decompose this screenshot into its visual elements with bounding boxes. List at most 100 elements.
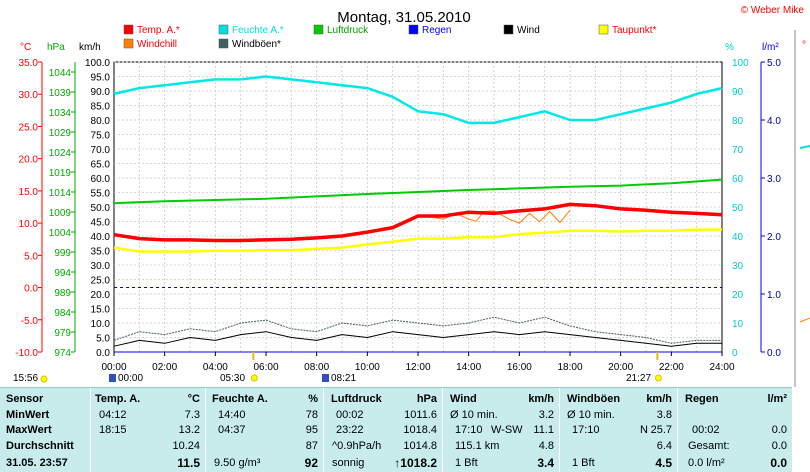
stats-humidity-current: 92	[304, 456, 318, 470]
sunrise-label: 05:30	[220, 373, 245, 384]
hpa-tick-label: 994	[54, 268, 71, 279]
stats-gusts-unit: km/h	[646, 393, 672, 405]
legend-label: Taupunkt*	[612, 25, 657, 36]
stats-rain-header: Regen	[685, 393, 719, 405]
stats-humidity-max: 95	[305, 424, 318, 436]
kmh-tick-label: 25.0	[91, 276, 111, 287]
stats-gusts-avg: 3.8	[656, 409, 672, 421]
stats-wind-beaufort: 1 Bft	[455, 457, 478, 469]
legend-label: Windchill	[137, 39, 177, 50]
statistics-panel: Sensor MinWert MaxWert Durchschnitt 31.0…	[0, 387, 792, 472]
hpa-tick-label: 989	[54, 288, 71, 299]
stats-humidity-unit: %	[308, 393, 318, 405]
hpa-tick-label: 1024	[49, 148, 72, 159]
time-tick-label: 04:00	[203, 362, 228, 373]
stats-pressure-min-time: 00:02	[336, 409, 364, 421]
kmh-tick-label: 100.0	[85, 58, 110, 69]
hpa-tick-label: 1019	[49, 168, 72, 179]
sunset-icon	[654, 374, 662, 382]
hpa-tick-label: 1029	[49, 128, 72, 139]
stats-gusts-day-avg: 6.4	[656, 440, 672, 452]
stats-pressure-column: Luftdruck hPa 00:02 1011.6 23:22 1018.4 …	[323, 388, 443, 472]
hpa-tick-label: 974	[54, 348, 71, 359]
stats-temp-max-time: 18:15	[99, 424, 127, 436]
stats-pressure-max: 1018.4	[403, 424, 437, 436]
hpa-tick-label: 1039	[49, 88, 72, 99]
kmh-tick-label: 75.0	[91, 131, 111, 142]
kmh-tick-label: 95.0	[91, 73, 111, 84]
stats-humidity-abs: 9.50 g/m³	[214, 457, 261, 469]
stats-sensor-column: Sensor MinWert MaxWert Durchschnitt 31.0…	[0, 388, 90, 472]
hpa-unit-label: hPa	[47, 42, 65, 53]
temp-tick-label: 25.0	[19, 122, 39, 133]
stats-gusts-header: Windböen	[567, 393, 621, 405]
legend-label: Temp. A.*	[137, 25, 180, 36]
weather-chart: °C hPa km/h% l/m² 35.0 30.0 25.0 20.0 15.0 10.0 5.…	[13, 5, 810, 387]
kmh-tick-label: 40.0	[91, 232, 111, 243]
series-line-pressure	[113, 178, 723, 205]
rain-tick-label: 5.0	[767, 58, 781, 69]
stats-wind-unit: km/h	[528, 393, 554, 405]
time-tick-label: 24:00	[709, 362, 734, 373]
kmh-tick-label: 0.0	[96, 348, 110, 359]
sunset-label: 21:27	[626, 373, 651, 384]
pct-tick-label: 30	[732, 261, 744, 272]
stats-pressure-avg: 1014.8	[403, 440, 437, 452]
kmh-tick-label: 70.0	[91, 145, 111, 156]
hpa-tick-label: 1034	[49, 108, 72, 119]
moonset-label: 08:21	[331, 373, 356, 384]
edge-windchill-stub	[799, 317, 810, 323]
stats-temp-current: 11.5	[177, 456, 200, 470]
stats-wind-max: 11.1	[533, 424, 554, 436]
legend-swatch	[408, 24, 419, 35]
series-line-dewpoint	[113, 228, 722, 253]
time-tick-label: 08:00	[304, 362, 329, 373]
stats-humidity-min: 78	[305, 409, 318, 421]
rain-tick-label: 2.0	[767, 232, 781, 243]
stats-gusts-max: 25.7	[650, 424, 672, 436]
stats-pressure-trend: ^0.9hPa/h	[332, 440, 382, 452]
hpa-tick-label: 979	[54, 328, 71, 339]
stats-humidity-avg: 87	[305, 440, 318, 452]
pct-tick-label: 10	[732, 319, 744, 330]
pct-unit-label: %	[725, 42, 734, 53]
legend-swatch	[123, 38, 134, 49]
stats-temp-avg: 10.24	[172, 440, 200, 452]
stats-rain-unit: l/m²	[767, 393, 787, 405]
legend-swatch	[218, 24, 229, 35]
stats-header-sensor: Sensor	[6, 393, 44, 405]
edge-humidity-stub	[799, 145, 810, 149]
kmh-tick-label: 65.0	[91, 160, 111, 171]
stats-wind-max-time: 17:10	[455, 424, 483, 436]
hpa-tick-label: 1009	[49, 208, 72, 219]
pct-tick-label: 100	[732, 58, 749, 69]
temp-tick-label: 10.0	[19, 219, 39, 230]
series-line-temperature	[113, 202, 723, 243]
legend-label: Wind	[517, 25, 540, 36]
stats-pressure-min: 1011.6	[404, 409, 437, 421]
stats-wind-distance: 115.1 km	[455, 440, 500, 452]
sunrise-icon	[250, 374, 258, 382]
legend-label: Feuchte A.*	[232, 25, 284, 36]
stats-wind-avg-label: Ø 10 min.	[450, 409, 498, 421]
temp-tick-label: 5.0	[24, 251, 38, 262]
kmh-tick-label: 15.0	[91, 305, 111, 316]
stats-pressure-current: ↑1018.2	[394, 456, 437, 470]
kmh-tick-label: 10.0	[91, 319, 111, 330]
stats-humidity-min-time: 14:40	[218, 409, 246, 421]
time-tick-label: 12:00	[405, 362, 430, 373]
temp-tick-label: 0.0	[24, 284, 38, 295]
stats-rain-current: 0.0	[770, 456, 787, 470]
series-line-humidity	[113, 75, 723, 125]
legend-swatch	[123, 24, 134, 35]
temp-unit-label: °C	[20, 42, 31, 53]
rain-tick-label: 1.0	[767, 290, 781, 301]
stats-temp-header: Temp. A.	[95, 393, 141, 405]
pct-tick-label: 70	[732, 145, 744, 156]
moonset-icon	[322, 374, 329, 382]
stats-rain-total: 0.0	[771, 440, 787, 452]
stats-humidity-column: Feuchte A. % 14:40 78 04:37 95 87 9.50 g…	[205, 388, 324, 472]
stats-humidity-max-time: 04:37	[218, 424, 246, 436]
stats-gusts-column: Windböen km/h Ø 10 min. 3.8 17:10 N 25.7…	[559, 388, 678, 472]
stats-temp-unit: °C	[187, 393, 200, 405]
